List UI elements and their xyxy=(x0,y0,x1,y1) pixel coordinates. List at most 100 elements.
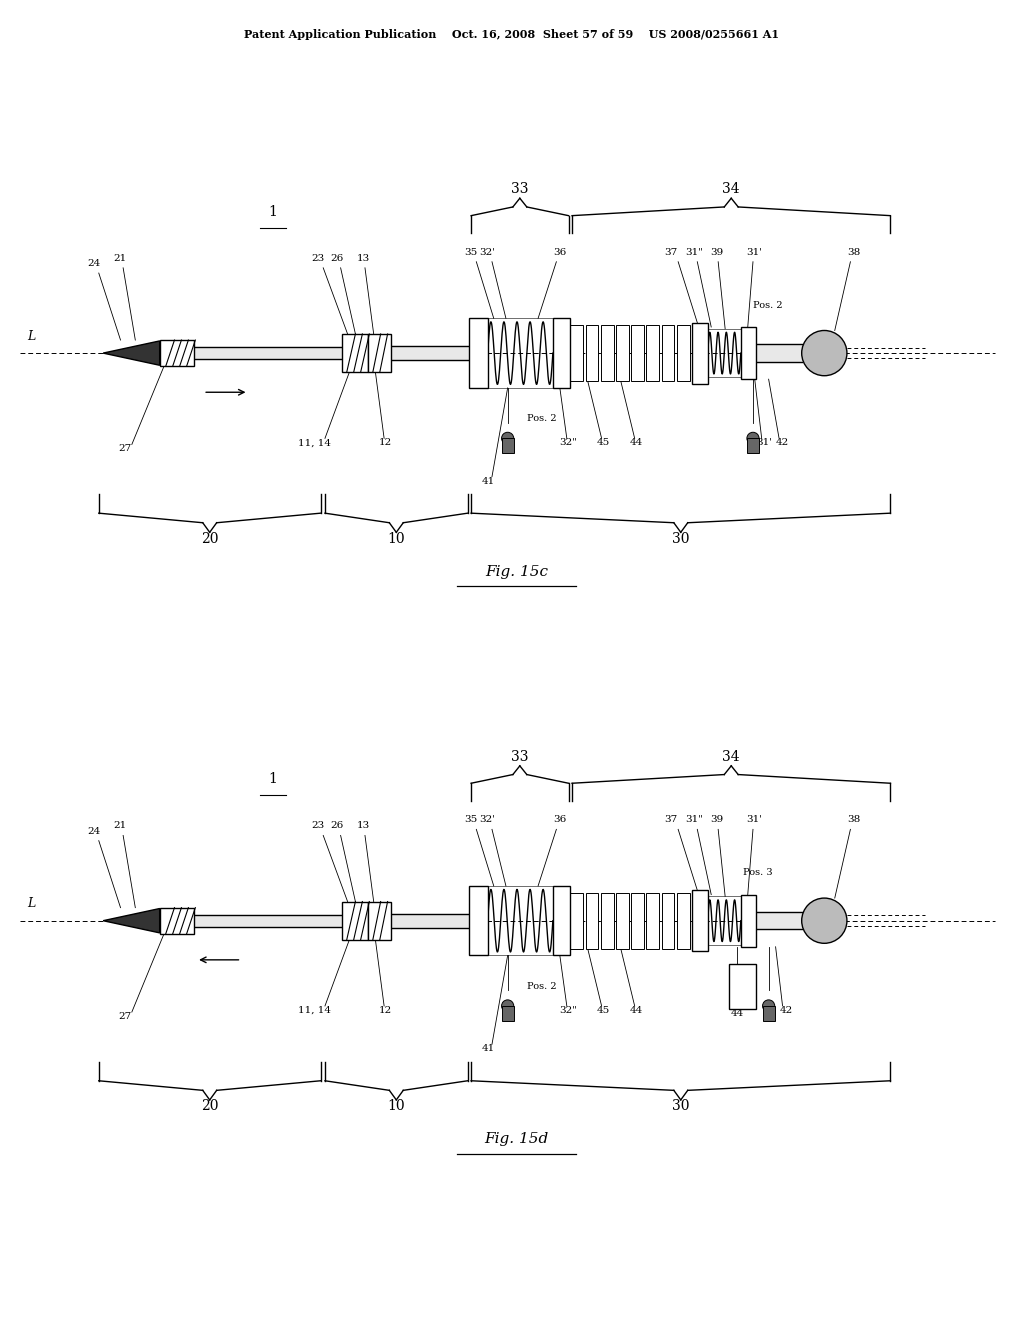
Text: 31': 31' xyxy=(746,248,763,257)
Bar xyxy=(763,1006,775,1020)
Bar xyxy=(469,886,487,956)
Bar xyxy=(677,892,689,949)
Text: 20: 20 xyxy=(202,1100,219,1113)
Text: 31": 31" xyxy=(685,248,702,257)
Text: 10: 10 xyxy=(387,1100,406,1113)
Text: 23: 23 xyxy=(311,253,325,263)
Bar xyxy=(692,322,708,384)
Bar xyxy=(601,325,613,381)
Text: 41: 41 xyxy=(482,477,496,486)
Bar xyxy=(369,902,391,940)
Bar xyxy=(677,325,689,381)
Text: 31': 31' xyxy=(746,816,763,825)
Text: 36: 36 xyxy=(553,816,566,825)
Text: 36: 36 xyxy=(553,248,566,257)
Bar xyxy=(692,890,708,952)
Text: 32": 32" xyxy=(559,438,578,447)
Text: 30: 30 xyxy=(672,1100,689,1113)
Text: 32': 32' xyxy=(479,248,496,257)
Bar xyxy=(646,325,659,381)
Text: 11, 14: 11, 14 xyxy=(298,438,331,447)
Bar xyxy=(616,325,629,381)
Text: 34: 34 xyxy=(722,182,740,197)
Bar xyxy=(369,334,391,372)
Bar xyxy=(740,327,757,379)
Text: 12: 12 xyxy=(379,438,392,447)
Text: 38: 38 xyxy=(847,248,860,257)
Bar xyxy=(342,902,369,940)
Text: 31": 31" xyxy=(685,816,702,825)
Text: 44: 44 xyxy=(731,1010,744,1019)
Text: 44: 44 xyxy=(630,1006,643,1015)
Text: L: L xyxy=(28,330,36,343)
Bar xyxy=(570,892,583,949)
Bar xyxy=(160,908,195,933)
Text: 44: 44 xyxy=(630,438,643,447)
Text: 33: 33 xyxy=(511,750,528,764)
Bar xyxy=(469,318,487,388)
Bar xyxy=(502,438,514,453)
Text: Pos. 2: Pos. 2 xyxy=(526,982,556,990)
Bar xyxy=(586,892,598,949)
Text: 27: 27 xyxy=(118,445,131,453)
Circle shape xyxy=(763,999,775,1012)
Text: 32": 32" xyxy=(559,1006,578,1015)
Text: 24: 24 xyxy=(88,826,101,836)
Text: 27: 27 xyxy=(118,1012,131,1020)
Text: 37: 37 xyxy=(665,248,678,257)
Bar xyxy=(160,341,195,366)
Text: 31': 31' xyxy=(757,438,772,447)
Bar xyxy=(342,334,369,372)
Text: Fig. 15d: Fig. 15d xyxy=(484,1133,549,1146)
Bar xyxy=(662,892,675,949)
Text: 42: 42 xyxy=(779,1006,793,1015)
Text: 35: 35 xyxy=(465,816,478,825)
Text: 10: 10 xyxy=(387,532,406,545)
Text: 39: 39 xyxy=(710,248,723,257)
Bar xyxy=(740,895,757,946)
Text: 24: 24 xyxy=(88,259,101,268)
Bar xyxy=(662,325,675,381)
Text: 42: 42 xyxy=(776,438,790,447)
Bar xyxy=(601,892,613,949)
Text: 12: 12 xyxy=(379,1006,392,1015)
Text: 45: 45 xyxy=(597,438,610,447)
Circle shape xyxy=(802,330,847,376)
Text: 37: 37 xyxy=(665,816,678,825)
Text: 13: 13 xyxy=(356,253,370,263)
Text: 11, 14: 11, 14 xyxy=(298,1006,331,1015)
Bar xyxy=(729,964,756,1010)
Text: 26: 26 xyxy=(331,253,344,263)
Text: 20: 20 xyxy=(202,532,219,545)
Text: 32': 32' xyxy=(479,816,496,825)
Circle shape xyxy=(502,999,514,1012)
Bar xyxy=(553,886,570,956)
Polygon shape xyxy=(103,908,160,933)
Text: 39: 39 xyxy=(710,816,723,825)
Text: 26: 26 xyxy=(331,821,344,830)
Text: L: L xyxy=(28,898,36,911)
Text: 34: 34 xyxy=(722,750,740,764)
Text: 21: 21 xyxy=(113,821,126,830)
Bar xyxy=(646,892,659,949)
Polygon shape xyxy=(103,341,160,366)
Circle shape xyxy=(502,432,514,445)
Text: Pos. 2: Pos. 2 xyxy=(526,414,556,422)
Bar xyxy=(502,1006,514,1020)
Circle shape xyxy=(746,432,759,445)
Text: 41: 41 xyxy=(482,1044,496,1053)
Text: 23: 23 xyxy=(311,821,325,830)
Bar xyxy=(631,892,644,949)
Bar xyxy=(553,318,570,388)
Bar xyxy=(586,325,598,381)
Bar xyxy=(616,892,629,949)
Text: 1: 1 xyxy=(268,772,278,787)
Text: Fig. 15c: Fig. 15c xyxy=(484,565,548,578)
Text: Pos. 2: Pos. 2 xyxy=(753,301,782,310)
Text: Patent Application Publication    Oct. 16, 2008  Sheet 57 of 59    US 2008/02556: Patent Application Publication Oct. 16, … xyxy=(245,29,779,40)
Bar xyxy=(570,325,583,381)
Bar xyxy=(631,325,644,381)
Bar xyxy=(746,438,759,453)
Text: 30: 30 xyxy=(672,532,689,545)
Text: Pos. 3: Pos. 3 xyxy=(742,869,772,878)
